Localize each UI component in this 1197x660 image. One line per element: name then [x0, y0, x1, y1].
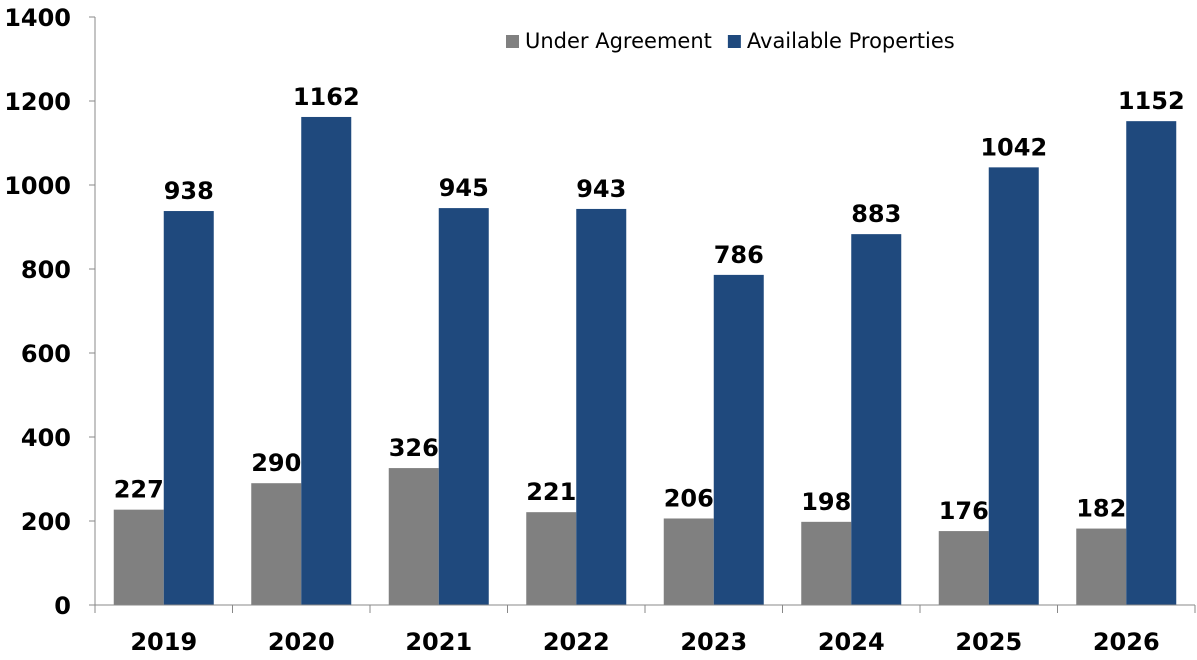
x-tick-label: 2023 — [680, 628, 747, 656]
axes — [94, 17, 1195, 606]
data-label: 945 — [439, 174, 489, 202]
data-label: 198 — [801, 488, 851, 516]
data-label: 227 — [114, 476, 164, 504]
x-tick-label: 2020 — [268, 628, 335, 656]
x-tick-label: 2025 — [955, 628, 1022, 656]
legend-label: Under Agreement — [525, 29, 712, 53]
bar-available-properties — [988, 167, 1039, 606]
bar-under-agreement — [938, 531, 989, 605]
legend-swatch-under-agreement — [506, 35, 519, 48]
bar-under-agreement — [251, 483, 302, 605]
legend-swatch-available-properties — [727, 35, 741, 48]
y-axis-ticks: 0 200 400 600 800 1000 1200 1400 — [4, 4, 95, 620]
data-label: 221 — [526, 478, 576, 506]
data-label: 206 — [664, 484, 714, 512]
x-tick-label: 2026 — [1093, 628, 1160, 656]
bar-available-properties — [713, 274, 764, 605]
bars — [113, 116, 1177, 606]
y-tick-label: 0 — [54, 592, 71, 620]
bar-available-properties — [851, 234, 902, 605]
data-label: 943 — [576, 175, 626, 203]
data-label: 1162 — [293, 83, 360, 111]
y-tick-label: 800 — [21, 256, 71, 284]
data-label: 326 — [389, 434, 439, 462]
data-label: 883 — [851, 200, 901, 228]
bar-under-agreement — [113, 509, 164, 605]
bar-available-properties — [1126, 121, 1177, 605]
legend-label: Available Properties — [747, 29, 955, 53]
data-label: 290 — [251, 449, 301, 477]
data-label: 1152 — [1118, 87, 1185, 115]
y-tick-label: 1200 — [4, 88, 71, 116]
x-tick-label: 2024 — [818, 628, 885, 656]
y-tick-label: 1000 — [4, 172, 71, 200]
data-labels: 227 938 290 1162 326 945 221 943 206 786 198 883 176… — [114, 83, 1185, 525]
bar-available-properties — [438, 208, 489, 605]
data-label: 786 — [714, 241, 764, 269]
bar-available-properties — [163, 211, 214, 606]
y-tick-label: 400 — [21, 424, 71, 452]
bar-under-agreement — [526, 512, 577, 605]
data-label: 176 — [939, 497, 989, 525]
data-label: 938 — [164, 177, 214, 205]
x-axis-ticks: 2019 2020 2021 2022 2023 2024 2025 2026 — [94, 605, 1196, 656]
legend: Under Agreement Available Properties — [506, 29, 955, 53]
bar-under-agreement — [801, 521, 852, 605]
y-tick-label: 200 — [21, 508, 71, 536]
data-label: 182 — [1076, 495, 1126, 523]
x-tick-label: 2022 — [543, 628, 610, 656]
y-tick-label: 1400 — [4, 4, 71, 32]
bar-available-properties — [301, 116, 352, 606]
data-label: 1042 — [980, 133, 1047, 161]
bar-under-agreement — [388, 468, 439, 605]
x-tick-label: 2019 — [130, 628, 197, 656]
bar-available-properties — [576, 208, 627, 605]
bar-under-agreement — [1076, 528, 1127, 605]
x-tick-label: 2021 — [405, 628, 472, 656]
bar-under-agreement — [663, 518, 714, 605]
y-tick-label: 600 — [21, 340, 71, 368]
